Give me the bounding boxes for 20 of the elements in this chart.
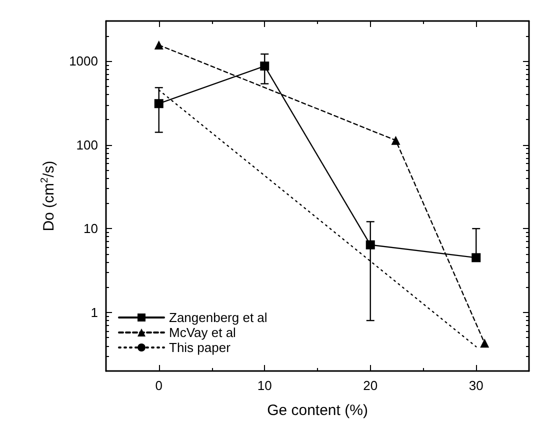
point — [391, 136, 400, 145]
point — [366, 240, 375, 250]
x-tick-label: 30 — [468, 378, 484, 393]
point — [480, 338, 490, 348]
legend-label: McVay et al — [169, 325, 236, 340]
point — [154, 99, 164, 108]
legend-label: This paper — [169, 340, 232, 355]
x-tick-label: 20 — [363, 378, 378, 393]
y-tick-label: 1 — [90, 304, 98, 320]
y-tick-label: 10 — [84, 221, 98, 236]
y-tick-label: 1000 — [69, 53, 98, 68]
legend-label: Zangenberg et al — [169, 310, 268, 325]
y-tick-label: 100 — [76, 137, 98, 152]
point — [472, 253, 481, 262]
x-tick-label: 0 — [155, 378, 162, 393]
y-axis-title: Do (cm2/s) — [40, 160, 58, 232]
point — [260, 62, 270, 71]
x-axis-title: Ge content (%) — [267, 402, 368, 419]
point — [154, 40, 164, 50]
x-tick-label: 10 — [257, 378, 272, 393]
